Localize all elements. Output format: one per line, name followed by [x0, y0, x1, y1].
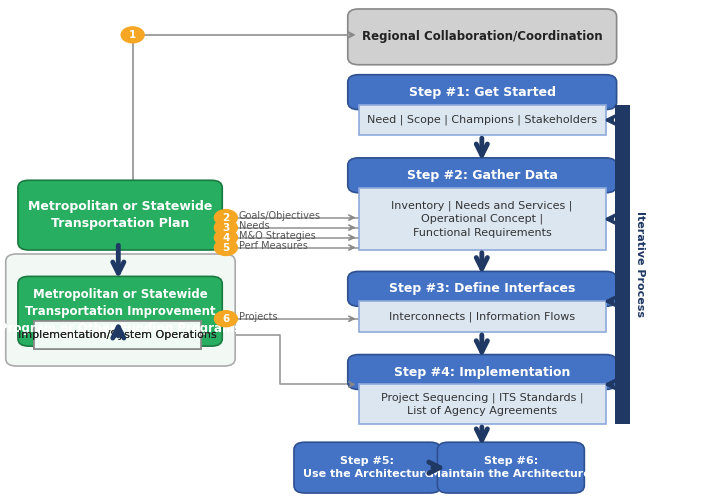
FancyBboxPatch shape	[18, 180, 222, 250]
FancyBboxPatch shape	[34, 321, 201, 349]
Text: 4: 4	[222, 233, 229, 243]
Circle shape	[214, 230, 237, 246]
Text: 2: 2	[222, 213, 229, 223]
Text: Projects: Projects	[239, 312, 277, 322]
FancyBboxPatch shape	[358, 301, 606, 332]
Text: 1: 1	[129, 30, 136, 40]
FancyBboxPatch shape	[437, 442, 584, 493]
FancyBboxPatch shape	[18, 276, 222, 346]
Text: Inventory | Needs and Services |
Operational Concept |
Functional Requirements: Inventory | Needs and Services | Operati…	[391, 200, 573, 238]
Text: Step #6:
Maintain the Architecture: Step #6: Maintain the Architecture	[430, 456, 592, 479]
FancyBboxPatch shape	[615, 105, 630, 424]
Text: 3: 3	[222, 223, 229, 233]
Text: Metropolitan or Statewide
Transportation Improvement
Program or Other Funding Pr: Metropolitan or Statewide Transportation…	[0, 288, 241, 335]
FancyBboxPatch shape	[358, 188, 606, 250]
Text: Implementation/System Operations: Implementation/System Operations	[18, 330, 217, 340]
Text: 6: 6	[222, 314, 229, 324]
Text: Implementation/System Operations: Implementation/System Operations	[18, 330, 217, 340]
FancyBboxPatch shape	[34, 321, 201, 349]
Text: Interconnects | Information Flows: Interconnects | Information Flows	[389, 311, 575, 322]
Text: 5: 5	[222, 243, 229, 252]
Text: Needs: Needs	[239, 221, 270, 231]
Text: Step #5:
Use the Architecture: Step #5: Use the Architecture	[303, 456, 432, 479]
FancyBboxPatch shape	[348, 9, 617, 65]
Circle shape	[214, 220, 237, 236]
Text: Metropolitan or Statewide
Transportation Plan: Metropolitan or Statewide Transportation…	[28, 200, 212, 230]
Text: Step #2: Gather Data: Step #2: Gather Data	[407, 169, 558, 182]
FancyBboxPatch shape	[358, 105, 606, 135]
Circle shape	[121, 27, 144, 43]
Circle shape	[214, 240, 237, 255]
FancyBboxPatch shape	[294, 442, 441, 493]
FancyBboxPatch shape	[6, 254, 235, 366]
FancyBboxPatch shape	[358, 384, 606, 424]
FancyBboxPatch shape	[348, 158, 617, 193]
Text: Iterative Process: Iterative Process	[635, 212, 645, 317]
Text: Step #1: Get Started: Step #1: Get Started	[409, 86, 556, 99]
FancyBboxPatch shape	[348, 271, 617, 306]
Circle shape	[214, 210, 237, 226]
Text: Goals/Objectives: Goals/Objectives	[239, 211, 320, 221]
Text: M&O Strategies: M&O Strategies	[239, 231, 315, 241]
FancyBboxPatch shape	[348, 75, 617, 110]
Text: Perf Measures: Perf Measures	[239, 241, 308, 251]
Circle shape	[214, 311, 237, 327]
Text: Regional Collaboration/Coordination: Regional Collaboration/Coordination	[362, 30, 602, 43]
FancyBboxPatch shape	[348, 355, 617, 389]
Text: Project Sequencing | ITS Standards |
List of Agency Agreements: Project Sequencing | ITS Standards | Lis…	[381, 392, 584, 416]
Text: Need | Scope | Champions | Stakeholders: Need | Scope | Champions | Stakeholders	[367, 115, 597, 125]
Text: Step #4: Implementation: Step #4: Implementation	[394, 366, 570, 378]
Text: Step #3: Define Interfaces: Step #3: Define Interfaces	[389, 282, 575, 295]
